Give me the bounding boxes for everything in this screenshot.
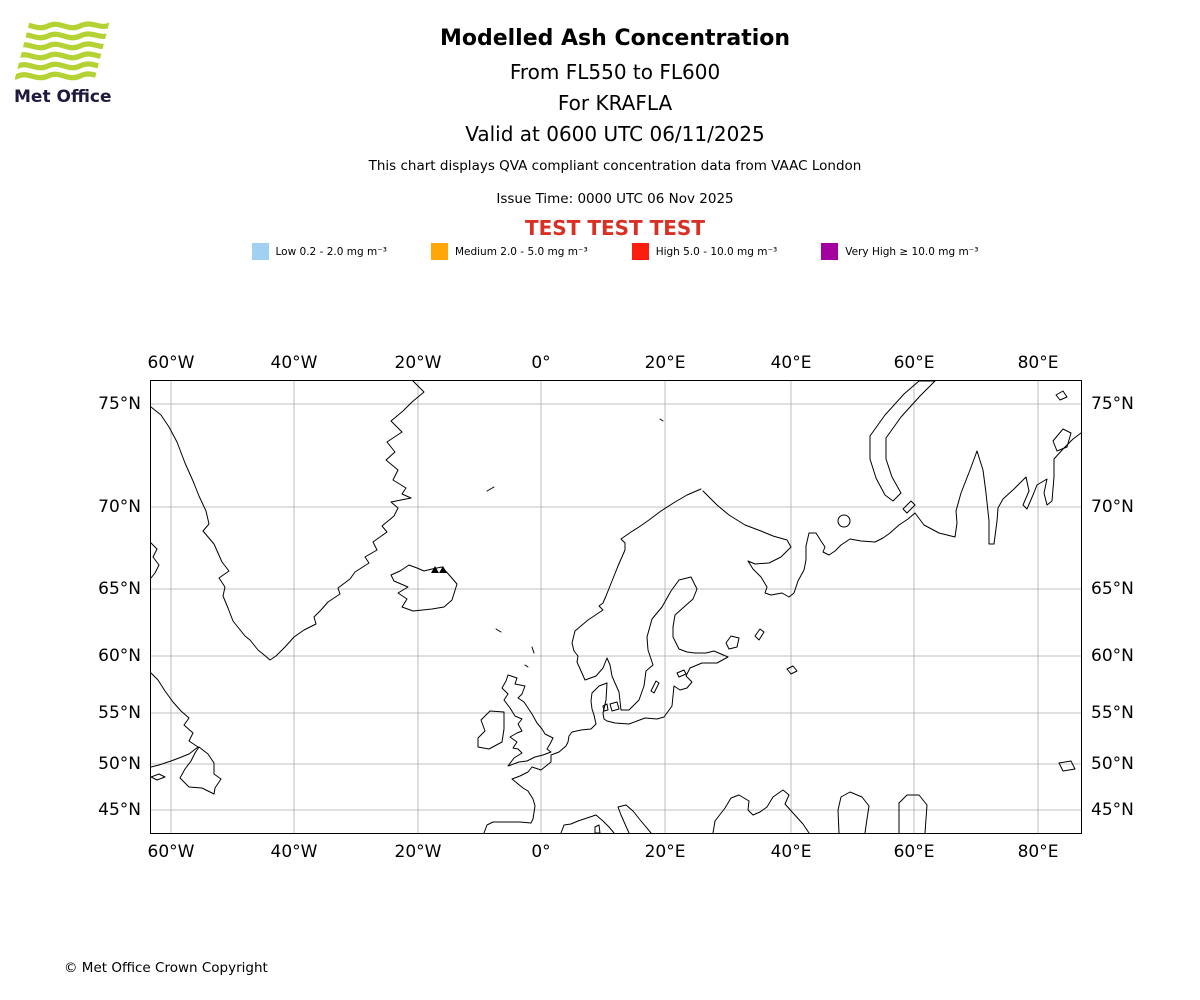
- lon-tick-label-bottom: 60°W: [147, 842, 195, 862]
- coastline-kara-island-large: [1052, 428, 1072, 452]
- lon-tick-label-top: 20°E: [644, 353, 686, 373]
- flight-level-subtitle: From FL550 to FL600: [509, 60, 721, 84]
- coastline-novaya-zemlya: [869, 381, 936, 502]
- map-frame: 60°W 60°W 40°W 40°W 20°W 20°W 0° 0° 20°E 20°E 40°E…: [98, 353, 1134, 862]
- lat-tick-label-right: 55°N: [1091, 703, 1134, 723]
- lat-tick-label-left: 60°N: [98, 646, 141, 666]
- coastline-kara-island-small: [1055, 390, 1068, 401]
- lat-tick-label-right: 60°N: [1091, 646, 1134, 666]
- lat-tick-label-left: 55°N: [98, 703, 141, 723]
- coastline-orkney: [524, 664, 529, 668]
- page-title: Modelled Ash Concentration: [439, 26, 791, 51]
- legend-item-very-high: Very High ≥ 10.0 mg m⁻³: [821, 243, 978, 260]
- legend-label-low: Low 0.2 - 2.0 mg m⁻³: [275, 245, 387, 258]
- legend-item-low: Low 0.2 - 2.0 mg m⁻³: [251, 243, 387, 260]
- test-banner: TEST TEST TEST: [525, 216, 705, 240]
- valid-time-subtitle: Valid at 0600 UTC 06/11/2025: [465, 122, 765, 146]
- lat-tick-label-left: 75°N: [98, 394, 141, 414]
- coastline-bear-island: [659, 418, 664, 422]
- coastline-faroes: [495, 628, 502, 633]
- legend-label-medium: Medium 2.0 - 5.0 mg m⁻³: [454, 245, 588, 258]
- volcano-marker-krafla: [431, 566, 447, 573]
- coastline-kolguev: [837, 514, 851, 528]
- lon-tick-label-top: 60°E: [893, 353, 935, 373]
- coastline-ireland: [477, 710, 505, 750]
- lake-ladoga: [725, 635, 740, 650]
- lat-tick-label-left: 45°N: [98, 800, 141, 820]
- copyright-footer: © Met Office Crown Copyright: [64, 960, 268, 976]
- coastline-great-britain: [501, 674, 554, 767]
- lon-tick-label-top: 20°W: [394, 353, 442, 373]
- coastline-funen: [602, 703, 609, 712]
- legend-item-medium: Medium 2.0 - 5.0 mg m⁻³: [430, 243, 588, 260]
- lon-tick-label-bottom: 80°E: [1017, 842, 1059, 862]
- legend-label-very-high: Very High ≥ 10.0 mg m⁻³: [845, 245, 979, 258]
- lon-tick-label-bottom: 20°W: [394, 842, 442, 862]
- coastline-aral: [898, 794, 928, 833]
- map-svg: [151, 381, 1081, 833]
- coastline-mediterranean-west: [560, 814, 615, 833]
- volcano-subtitle: For KRAFLA: [557, 91, 673, 115]
- lon-tick-label-top: 60°W: [147, 353, 195, 373]
- lat-tick-label-right: 50°N: [1091, 754, 1134, 774]
- coastline-russia-arctic: [702, 432, 1081, 598]
- coastline-caspian-north: [837, 791, 870, 833]
- coastline-anticosti: [151, 773, 166, 781]
- coastline-labrador: [151, 672, 199, 768]
- lat-tick-label-left: 65°N: [98, 579, 141, 599]
- lon-tick-label-bottom: 60°E: [893, 842, 935, 862]
- coastline-corsica: [594, 824, 601, 833]
- coastline-adriatic: [617, 804, 652, 833]
- lon-tick-label-bottom: 20°E: [644, 842, 686, 862]
- lon-tick-label-top: 80°E: [1017, 353, 1059, 373]
- qva-note: This chart displays QVA compliant concen…: [368, 158, 862, 174]
- coastline-saaremaa: [676, 669, 687, 678]
- coastline-iceland: [390, 564, 458, 612]
- coastline-gotland: [650, 680, 660, 694]
- legend-swatch-high: [631, 243, 649, 260]
- coastline-greenland: [151, 381, 425, 661]
- met-office-wordmark: Met Office: [14, 87, 112, 107]
- legend-swatch-very-high: [821, 243, 839, 260]
- coastline-europe-mainland: [483, 488, 729, 833]
- coastline-zealand: [609, 701, 620, 712]
- legend-swatch-medium: [430, 243, 448, 260]
- issue-time: Issue Time: 0000 UTC 06 Nov 2025: [496, 191, 734, 207]
- lat-tick-label-right: 65°N: [1091, 579, 1134, 599]
- legend-label-high: High 5.0 - 10.0 mg m⁻³: [655, 245, 778, 258]
- lat-tick-label-right: 45°N: [1091, 800, 1134, 820]
- coastline-black-sea: [712, 789, 810, 833]
- lat-tick-label-right: 75°N: [1091, 394, 1134, 414]
- lon-tick-label-bottom: 40°E: [770, 842, 812, 862]
- lat-tick-label-left: 70°N: [98, 497, 141, 517]
- lat-tick-label-right: 70°N: [1091, 497, 1134, 517]
- lon-tick-label-bottom: 40°W: [270, 842, 318, 862]
- coastline-jan-mayen: [486, 486, 495, 492]
- coastline-baffin-edge: [151, 542, 160, 579]
- legend-swatch-low: [251, 243, 269, 260]
- met-office-logo: Met Office: [14, 20, 124, 107]
- lake-right-edge: [1058, 760, 1076, 772]
- lon-tick-label-top: 40°W: [270, 353, 318, 373]
- chart-header: Modelled Ash Concentration From FL550 to…: [150, 26, 1080, 153]
- lat-tick-label-left: 50°N: [98, 754, 141, 774]
- grid-lines: [151, 381, 1081, 833]
- lon-tick-label-bottom: 0°: [531, 842, 551, 862]
- lake-onega: [754, 628, 765, 641]
- concentration-legend: Low 0.2 - 2.0 mg m⁻³ Medium 2.0 - 5.0 mg…: [150, 243, 1080, 260]
- coastline-shetland: [531, 646, 535, 654]
- lon-tick-label-top: 40°E: [770, 353, 812, 373]
- lake-rybinsk: [786, 665, 798, 675]
- legend-item-high: High 5.0 - 10.0 mg m⁻³: [631, 243, 778, 260]
- lon-tick-label-top: 0°: [531, 353, 551, 373]
- met-office-logo-waves: [14, 21, 110, 81]
- coastline-newfoundland: [179, 746, 222, 795]
- coastline-vaygach: [902, 500, 916, 514]
